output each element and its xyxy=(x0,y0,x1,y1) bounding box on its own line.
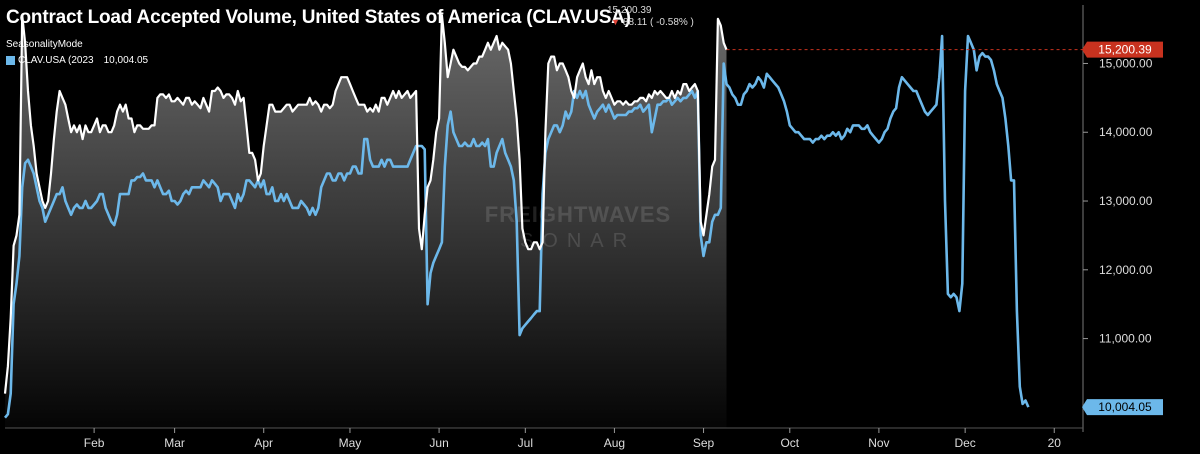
prior-year-line xyxy=(3,34,1030,419)
y-tick-label: 15,000.00 xyxy=(1099,56,1153,70)
legend-swatch xyxy=(6,56,15,65)
x-tick-label: May xyxy=(339,436,362,450)
x-tick-label: Feb xyxy=(84,436,105,450)
series-lines xyxy=(3,14,1030,419)
x-tick-label: Aug xyxy=(604,436,625,450)
current-year-area xyxy=(5,15,727,429)
chart-title: Contract Load Accepted Volume, United St… xyxy=(6,7,631,28)
current-year-line xyxy=(3,14,728,394)
y-tick-label: 12,000.00 xyxy=(1099,263,1153,277)
x-tick-label: Mar xyxy=(164,436,185,450)
current-area-fill xyxy=(5,15,727,429)
current-value-tag xyxy=(1082,41,1163,58)
last-value-tags: 15,200.39 10,004.05 xyxy=(726,41,1163,416)
price-change-value: 88.11 ( -0.58% ) xyxy=(622,17,694,28)
axes: 11,000.00 12,000.00 13,000.00 14,000.00 15,0… xyxy=(5,5,1153,450)
last-price: 15,200.39 xyxy=(607,5,652,16)
x-tick-label: Jun xyxy=(429,436,448,450)
x-tick-label: 20 xyxy=(1048,436,1062,450)
x-tick-label: Nov xyxy=(868,436,889,450)
down-arrow-icon: ▼ xyxy=(611,17,620,27)
prior-value-tag-label: 10,004.05 xyxy=(1098,400,1152,414)
legend-label: CLAV.USA (2023 xyxy=(18,55,94,66)
seasonality-mode-label[interactable]: SeasonalityMode xyxy=(6,39,83,50)
x-tick-label: Apr xyxy=(254,436,273,450)
y-tick-label: 13,000.00 xyxy=(1099,194,1153,208)
prior-value-tag xyxy=(1082,399,1163,416)
x-tick-label: Dec xyxy=(954,436,975,450)
y-tick-label: 14,000.00 xyxy=(1099,125,1153,139)
price-change: ▼ 88.11 ( -0.58% ) xyxy=(611,17,694,28)
x-tick-label: Sep xyxy=(693,436,715,450)
current-value-tag-label: 15,200.39 xyxy=(1098,43,1152,57)
legend-value: 10,004.05 xyxy=(103,55,149,66)
y-tick-label: 11,000.00 xyxy=(1099,332,1152,346)
legend[interactable]: CLAV.USA (2023 10,004.05 xyxy=(6,55,148,66)
x-tick-label: Oct xyxy=(780,436,799,450)
x-tick-label: Jul xyxy=(518,436,533,450)
